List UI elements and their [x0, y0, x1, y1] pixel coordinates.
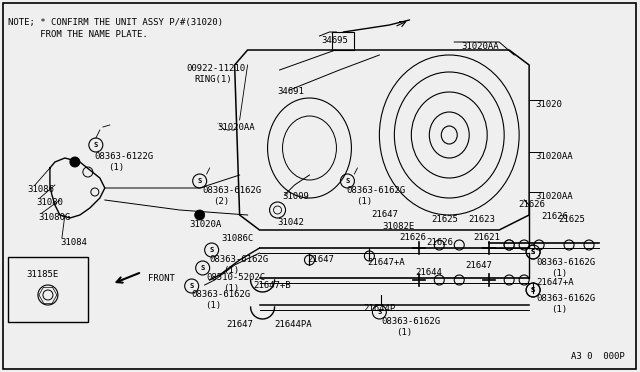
Text: 31086C: 31086C	[221, 234, 254, 243]
Text: 31080: 31080	[36, 198, 63, 207]
Text: 21647: 21647	[465, 261, 492, 270]
Text: 31020AA: 31020AA	[535, 152, 573, 161]
Circle shape	[519, 275, 529, 285]
Circle shape	[504, 275, 514, 285]
Text: 08363-6162G: 08363-6162G	[192, 290, 251, 299]
Text: S: S	[209, 247, 214, 253]
Text: S: S	[531, 287, 535, 293]
Text: S: S	[189, 283, 194, 289]
Text: 21621: 21621	[473, 233, 500, 242]
Text: 21625: 21625	[558, 215, 585, 224]
Text: 21644PA: 21644PA	[275, 320, 312, 329]
Text: 31080G: 31080G	[38, 213, 70, 222]
Circle shape	[519, 240, 529, 250]
Circle shape	[195, 210, 205, 220]
Text: 31020AA: 31020AA	[535, 192, 573, 201]
Text: 21647+A: 21647+A	[367, 258, 405, 267]
Text: 08363-6162G: 08363-6162G	[536, 258, 595, 267]
Text: 21625: 21625	[431, 215, 458, 224]
Text: 08363-6162G: 08363-6162G	[203, 186, 262, 195]
Text: 31042: 31042	[278, 218, 305, 227]
Text: S: S	[198, 178, 202, 184]
Text: 21626: 21626	[426, 238, 453, 247]
Text: 00922-11210: 00922-11210	[187, 64, 246, 73]
Circle shape	[305, 255, 314, 265]
Text: (1): (1)	[551, 305, 567, 314]
Text: (1): (1)	[108, 163, 124, 172]
Text: 08363-6162G: 08363-6162G	[346, 186, 406, 195]
Circle shape	[454, 275, 464, 285]
Text: FRONT: FRONT	[148, 274, 175, 283]
Circle shape	[504, 240, 514, 250]
Circle shape	[564, 240, 574, 250]
Circle shape	[504, 240, 514, 250]
Text: 08363-6162G: 08363-6162G	[210, 255, 269, 264]
FancyBboxPatch shape	[8, 257, 88, 322]
Text: (1): (1)	[223, 266, 239, 275]
Circle shape	[364, 251, 374, 261]
Text: NOTE; * CONFIRM THE UNIT ASSY P/#(31020): NOTE; * CONFIRM THE UNIT ASSY P/#(31020)	[8, 18, 223, 27]
Text: S: S	[531, 249, 535, 255]
Text: 21647: 21647	[371, 210, 398, 219]
Text: S: S	[531, 287, 535, 293]
Text: (1): (1)	[205, 301, 221, 310]
Text: 21647+B: 21647+B	[253, 281, 291, 290]
Text: 21626: 21626	[518, 200, 545, 209]
Circle shape	[435, 275, 444, 285]
Text: A3 0  000P: A3 0 000P	[571, 352, 625, 361]
Text: S: S	[200, 265, 205, 271]
Text: 31009: 31009	[282, 192, 309, 201]
Text: 08363-6122G: 08363-6122G	[95, 152, 154, 161]
Circle shape	[435, 240, 444, 250]
Text: (2): (2)	[212, 197, 228, 206]
Text: S: S	[346, 178, 349, 184]
Text: 31020: 31020	[535, 100, 562, 109]
Text: 21647+A: 21647+A	[536, 278, 573, 287]
Text: FROM THE NAME PLATE.: FROM THE NAME PLATE.	[8, 30, 148, 39]
Text: 21647: 21647	[227, 320, 253, 329]
Text: 31082E: 31082E	[382, 222, 415, 231]
Text: S: S	[531, 249, 535, 255]
Text: 31086: 31086	[27, 185, 54, 194]
Circle shape	[454, 240, 464, 250]
Text: (1): (1)	[551, 269, 567, 278]
Text: S: S	[93, 142, 98, 148]
Text: 21644: 21644	[415, 268, 442, 277]
Text: (1): (1)	[223, 284, 239, 293]
Text: 31020AA: 31020AA	[218, 123, 255, 132]
Text: 31020A: 31020A	[189, 220, 222, 229]
Text: (1): (1)	[396, 328, 412, 337]
Text: 21644P: 21644P	[364, 304, 396, 313]
Text: 21623: 21623	[468, 215, 495, 224]
Text: 21647: 21647	[307, 255, 334, 264]
Text: 31084: 31084	[60, 238, 87, 247]
Text: 34691: 34691	[278, 87, 305, 96]
Text: 08363-6162G: 08363-6162G	[536, 294, 595, 303]
Text: 21626: 21626	[541, 212, 568, 221]
Text: S: S	[377, 309, 381, 315]
Circle shape	[584, 240, 594, 250]
Text: 08363-6162G: 08363-6162G	[381, 317, 440, 326]
Text: (1): (1)	[356, 197, 372, 206]
Text: 34695: 34695	[321, 36, 348, 45]
Circle shape	[534, 240, 544, 250]
Circle shape	[70, 157, 80, 167]
Text: 31020AA: 31020AA	[461, 42, 499, 51]
Text: 31185E: 31185E	[26, 270, 58, 279]
Text: RING(1): RING(1)	[195, 75, 232, 84]
Text: 21626: 21626	[399, 233, 426, 242]
Text: 08510-5202C: 08510-5202C	[207, 273, 266, 282]
